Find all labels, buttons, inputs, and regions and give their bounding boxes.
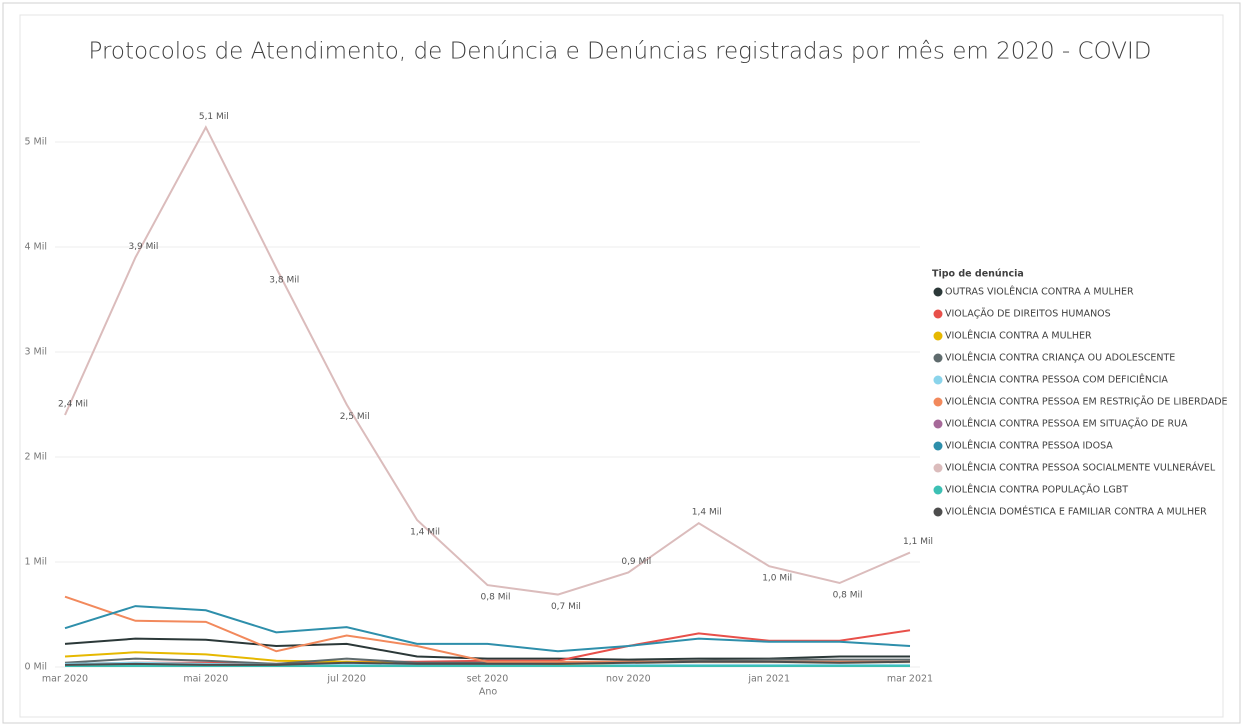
y-tick-label: 5 Mil bbox=[24, 137, 47, 148]
legend-marker bbox=[933, 309, 943, 319]
x-tick-label: mai 2020 bbox=[183, 674, 228, 685]
visual-frame bbox=[19, 14, 1224, 718]
legend-title: Tipo de denúncia bbox=[932, 269, 1024, 280]
data-label: 1,4 Mil bbox=[410, 528, 440, 538]
legend-label: VIOLÊNCIA CONTRA PESSOA IDOSA bbox=[945, 440, 1113, 452]
series-line bbox=[64, 629, 911, 665]
series-line bbox=[64, 637, 910, 661]
x-tick-label: set 2020 bbox=[467, 674, 509, 685]
legend-label: OUTRAS VIOLÊNCIA CONTRA A MULHER bbox=[945, 286, 1134, 298]
legend-marker bbox=[933, 331, 943, 341]
legend-label: VIOLÊNCIA CONTRA A MULHER bbox=[945, 330, 1092, 342]
series-line bbox=[64, 660, 911, 666]
x-tick-label: mar 2021 bbox=[887, 674, 933, 685]
legend-marker bbox=[933, 397, 943, 407]
legend-label: VIOLÊNCIA CONTRA PESSOA COM DEFICIÊNCIA bbox=[945, 374, 1168, 386]
legend-label: VIOLÊNCIA CONTRA CRIANÇA OU ADOLESCENTE bbox=[945, 352, 1175, 364]
data-label: 1,4 Mil bbox=[692, 508, 722, 518]
legend-label: VIOLÊNCIA DOMÉSTICA E FAMILIAR CONTRA A … bbox=[945, 506, 1207, 518]
x-axis-title: Ano bbox=[479, 687, 498, 698]
data-label: 5,1 Mil bbox=[199, 112, 229, 122]
legend-marker bbox=[933, 441, 943, 451]
x-tick-label: nov 2020 bbox=[606, 674, 651, 685]
data-label: 2,4 Mil bbox=[58, 400, 88, 410]
legend-marker bbox=[933, 485, 943, 495]
y-tick-label: 3 Mil bbox=[24, 347, 47, 358]
legend-marker bbox=[933, 463, 943, 473]
y-tick-label: 1 Mil bbox=[24, 557, 47, 568]
legend-label: VIOLÊNCIA CONTRA PESSOA EM RESTRIÇÃO DE … bbox=[945, 396, 1228, 408]
legend-label: VIOLÊNCIA CONTRA PESSOA SOCIALMENTE VULN… bbox=[945, 462, 1216, 474]
legend-label: VIOLÊNCIA CONTRA PESSOA EM SITUAÇÃO DE R… bbox=[945, 418, 1188, 430]
data-label: 1,0 Mil bbox=[762, 574, 792, 584]
x-tick-label: mar 2020 bbox=[42, 674, 88, 685]
data-label: 0,7 Mil bbox=[551, 602, 581, 612]
data-label: 3,8 Mil bbox=[269, 276, 299, 286]
x-tick-label: jul 2020 bbox=[326, 674, 366, 685]
data-label: 0,8 Mil bbox=[833, 591, 863, 601]
y-tick-label: 2 Mil bbox=[24, 452, 47, 463]
data-label: 1,1 Mil bbox=[903, 537, 933, 547]
legend-marker bbox=[933, 507, 943, 517]
x-tick-label: jan 2021 bbox=[747, 674, 790, 685]
legend-marker bbox=[933, 419, 943, 429]
legend-marker bbox=[933, 287, 943, 297]
series-line bbox=[64, 125, 911, 596]
series-line bbox=[64, 605, 911, 653]
legend-label: VIOLÊNCIA CONTRA POPULAÇÃO LGBT bbox=[945, 484, 1128, 496]
legend-marker bbox=[933, 375, 943, 385]
series-line bbox=[64, 657, 910, 665]
legend-label: VIOLAÇÃO DE DIREITOS HUMANOS bbox=[945, 309, 1111, 320]
series-line bbox=[64, 661, 910, 667]
legend-marker bbox=[933, 353, 943, 363]
data-label: 0,8 Mil bbox=[481, 593, 511, 603]
data-label: 3,9 Mil bbox=[128, 242, 158, 252]
y-tick-label: 0 Mil bbox=[24, 662, 47, 673]
chart-title: Protocolos de Atendimento, de Denúncia e… bbox=[88, 39, 1151, 65]
y-tick-label: 4 Mil bbox=[24, 242, 47, 253]
data-label: 0,9 Mil bbox=[621, 557, 651, 567]
data-label: 2,5 Mil bbox=[340, 412, 370, 422]
